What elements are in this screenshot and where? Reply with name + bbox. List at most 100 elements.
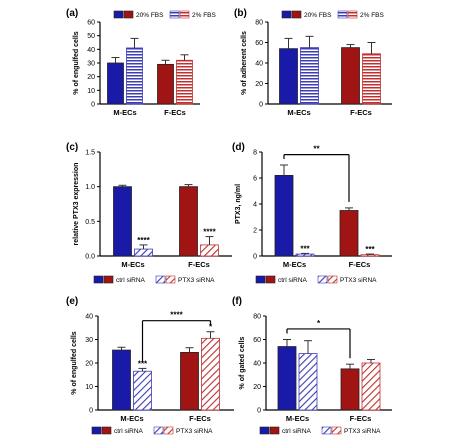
y-tick-label: 0 (257, 408, 261, 415)
bar (113, 186, 132, 257)
y-tick-label: 40 (255, 61, 263, 68)
legend-label: 20% FBS (304, 12, 332, 19)
significance-label: * (209, 323, 213, 332)
y-tick-label: 10 (85, 384, 93, 391)
legend-label: PTX3 siRNA (178, 277, 215, 284)
legend-swatch (169, 10, 180, 19)
significance-label: **** (137, 236, 150, 245)
bar (277, 346, 297, 411)
y-axis-label: % of engulfed cells (73, 31, 80, 95)
x-category-label: F-ECs (189, 414, 211, 423)
bar (133, 370, 152, 411)
bar (180, 352, 199, 411)
bar (134, 248, 153, 257)
y-axis-label: PTX3, ng/ml (235, 184, 242, 224)
panel-a: (a) 0 10 20 30 40 50 60 % of engulfed cells M-ECs… (66, 8, 217, 117)
legend-label: 2% FBS (360, 12, 385, 19)
significance-label: *** (138, 359, 148, 368)
bar (157, 63, 174, 105)
bracket-label: **** (170, 311, 183, 320)
y-tick-label: 10 (87, 88, 95, 95)
legend-swatch (93, 275, 104, 284)
bar (298, 353, 318, 411)
bar (300, 47, 319, 105)
bar (360, 254, 380, 257)
y-tick-label: 40 (85, 314, 93, 321)
legend: ctrl siRNA PTX3 siRNA (259, 426, 381, 435)
legend-swatch (281, 10, 292, 19)
legend-label: ctrl siRNA (278, 277, 308, 284)
legend-swatch (337, 10, 348, 19)
legend: ctrl siRNA PTX3 siRNA (93, 275, 215, 284)
legend-label: PTX3 siRNA (340, 277, 377, 284)
y-tick-label: 6 (253, 176, 257, 183)
y-tick-label: 30 (85, 337, 93, 344)
legend-swatch (291, 10, 302, 19)
y-axis-label: relative PTX3 expression (73, 163, 80, 246)
panel-c: (c) 0.0 0.5 1.0 1.5 relative PTX3 expression M… (66, 142, 232, 284)
x-category-label: F-ECs (164, 108, 186, 117)
legend-swatch (103, 275, 114, 284)
legend-swatch (265, 275, 276, 284)
y-tick-label: 60 (255, 40, 263, 47)
panel-letter: (a) (66, 8, 78, 19)
y-tick-label: 0 (91, 102, 95, 109)
legend: ctrl siRNA PTX3 siRNA (91, 426, 213, 435)
panel-b: (b) 0 20 40 60 80 % of adherent cells M-ECs F-EC… (234, 8, 392, 117)
significance-label: *** (365, 245, 375, 254)
y-tick-label: 80 (253, 314, 261, 321)
x-category-label: M-ECs (287, 108, 310, 117)
y-tick-label: 30 (87, 61, 95, 68)
bar (341, 47, 360, 105)
legend-swatch (155, 275, 166, 284)
bar (179, 186, 198, 257)
legend: 20% FBS 2% FBS (113, 10, 217, 19)
legend: ctrl siRNA PTX3 siRNA (255, 275, 377, 284)
y-tick-label: 20 (255, 81, 263, 88)
legend-label: PTX3 siRNA (344, 428, 381, 435)
y-tick-label: 20 (253, 384, 261, 391)
x-category-label: F-ECs (350, 108, 372, 117)
x-category-label: M-ECs (283, 260, 306, 269)
legend-label: PTX3 siRNA (176, 428, 213, 435)
x-category-label: M-ECs (120, 414, 143, 423)
y-tick-label: 8 (253, 150, 257, 157)
legend-label: ctrl siRNA (114, 428, 144, 435)
y-axis-label: % of engulfed cells (71, 331, 78, 395)
y-tick-label: 20 (87, 74, 95, 81)
legend-label: 20% FBS (136, 12, 164, 19)
bar (279, 48, 298, 105)
y-tick-label: 0 (89, 408, 93, 415)
y-tick-label: 40 (253, 361, 261, 368)
bar (107, 62, 124, 105)
legend-swatch (347, 10, 358, 19)
legend-swatch (255, 275, 266, 284)
y-tick-label: 0.5 (85, 219, 95, 226)
panel-letter: (c) (66, 142, 78, 153)
legend-swatch (331, 426, 342, 435)
legend-swatch (317, 275, 328, 284)
x-category-label: M-ECs (113, 108, 136, 117)
legend-swatch (153, 426, 164, 435)
significance-label: **** (203, 228, 216, 237)
bar (361, 362, 381, 411)
bar (201, 337, 220, 411)
bar (362, 53, 381, 105)
panel-e: (e) 0 10 20 30 40 % of engulfed cells M-ECs F-EC… (66, 296, 234, 435)
y-tick-label: 60 (87, 20, 95, 27)
legend-swatch (259, 426, 270, 435)
y-axis-label: % of gated cells (239, 336, 246, 389)
bar (176, 59, 193, 105)
legend-label: ctrl siRNA (116, 277, 146, 284)
legend-swatch (327, 275, 338, 284)
bracket-label: * (317, 319, 321, 328)
legend-swatch (91, 426, 102, 435)
legend-swatch (101, 426, 112, 435)
x-category-label: M-ECs (286, 414, 309, 423)
x-category-label: F-ECs (349, 260, 371, 269)
panel-letter: (f) (232, 296, 242, 307)
y-tick-label: 40 (87, 47, 95, 54)
bar (112, 349, 131, 411)
bar (340, 368, 360, 411)
